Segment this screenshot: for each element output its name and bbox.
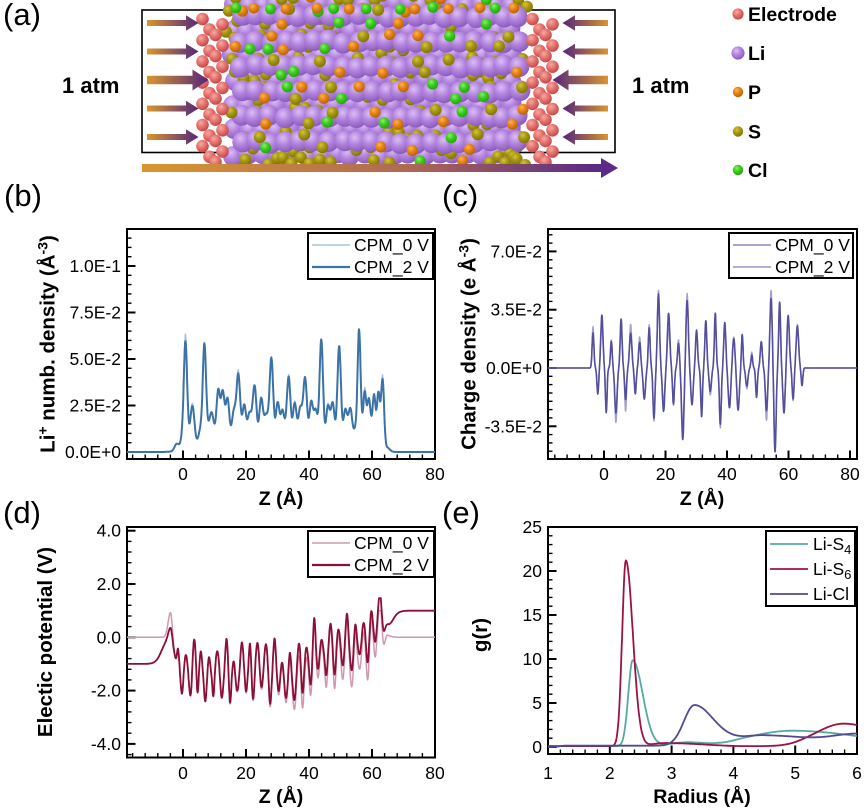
- svg-text:7.5E-2: 7.5E-2: [69, 303, 121, 323]
- svg-text:Li-Cl: Li-Cl: [813, 584, 849, 604]
- svg-text:0: 0: [599, 464, 609, 484]
- svg-text:0.0E+0: 0.0E+0: [486, 358, 542, 378]
- svg-text:1: 1: [543, 763, 553, 783]
- svg-text:7.0E-2: 7.0E-2: [490, 241, 542, 261]
- svg-text:Radius (Å): Radius (Å): [653, 784, 751, 808]
- svg-text:4: 4: [729, 763, 739, 783]
- svg-text:60: 60: [362, 464, 382, 484]
- svg-text:80: 80: [425, 464, 445, 484]
- svg-text:40: 40: [299, 763, 319, 783]
- svg-text:(c): (c): [442, 178, 478, 213]
- svg-text:40: 40: [299, 464, 319, 484]
- svg-text:0.0E+0: 0.0E+0: [65, 442, 121, 462]
- svg-text:CPM_2 V: CPM_2 V: [354, 555, 429, 576]
- svg-text:Z (Å): Z (Å): [680, 486, 724, 510]
- svg-text:2.5E-2: 2.5E-2: [69, 396, 121, 416]
- svg-text:CPM_2 V: CPM_2 V: [354, 257, 429, 278]
- svg-text:5: 5: [532, 693, 542, 713]
- svg-text:20: 20: [236, 464, 256, 484]
- svg-text:0: 0: [532, 737, 542, 757]
- svg-text:Li-S6: Li-S6: [813, 559, 851, 582]
- svg-text:CPM_0 V: CPM_0 V: [775, 235, 850, 256]
- svg-text:0.0: 0.0: [97, 627, 122, 647]
- svg-text:1 atm: 1 atm: [62, 73, 119, 98]
- svg-text:5: 5: [790, 763, 800, 783]
- svg-text:Li+ numb. density (Å-3): Li+ numb. density (Å-3): [35, 235, 60, 453]
- svg-text:20: 20: [656, 464, 676, 484]
- svg-text:Electrode: Electrode: [748, 4, 837, 26]
- svg-text:5.0E-2: 5.0E-2: [69, 349, 121, 369]
- svg-text:Li-S4: Li-S4: [813, 534, 851, 557]
- svg-text:0: 0: [178, 763, 188, 783]
- svg-text:Z (Å): Z (Å): [259, 486, 303, 510]
- svg-text:0: 0: [178, 464, 188, 484]
- svg-text:60: 60: [362, 763, 382, 783]
- svg-text:80: 80: [425, 763, 445, 783]
- svg-text:CPM_0 V: CPM_0 V: [354, 533, 429, 554]
- svg-text:(e): (e): [442, 495, 480, 530]
- svg-text:2.0: 2.0: [97, 574, 122, 594]
- svg-text:40: 40: [717, 464, 737, 484]
- svg-text:Cl: Cl: [748, 160, 768, 182]
- svg-text:2: 2: [605, 763, 615, 783]
- svg-text:CPM_2 V: CPM_2 V: [775, 257, 850, 278]
- svg-text:-4.0: -4.0: [91, 734, 121, 754]
- svg-text:3: 3: [667, 763, 677, 783]
- svg-text:4.0: 4.0: [97, 521, 122, 541]
- svg-text:S: S: [748, 122, 761, 144]
- svg-text:(a): (a): [3, 0, 41, 32]
- svg-text:80: 80: [840, 464, 860, 484]
- svg-text:g(r): g(r): [469, 618, 492, 652]
- svg-text:P: P: [748, 82, 761, 104]
- svg-text:CPM_0 V: CPM_0 V: [354, 235, 429, 256]
- svg-text:Charge density (e Å-3): Charge density (e Å-3): [456, 238, 481, 450]
- svg-text:-3.5E-2: -3.5E-2: [485, 416, 542, 436]
- svg-text:Electic potential (V): Electic potential (V): [34, 547, 57, 737]
- svg-text:Z (Å): Z (Å): [259, 784, 303, 808]
- svg-text:1.0E-1: 1.0E-1: [69, 256, 121, 276]
- svg-text:Li: Li: [748, 43, 765, 65]
- svg-text:60: 60: [779, 464, 799, 484]
- svg-text:15: 15: [523, 605, 542, 625]
- svg-text:6: 6: [852, 763, 862, 783]
- svg-text:-2.0: -2.0: [91, 681, 121, 701]
- svg-text:(d): (d): [3, 495, 41, 530]
- svg-text:(b): (b): [4, 178, 42, 213]
- svg-text:3.5E-2: 3.5E-2: [490, 300, 542, 320]
- svg-text:20: 20: [236, 763, 256, 783]
- svg-text:1 atm: 1 atm: [632, 73, 689, 98]
- svg-text:20: 20: [523, 561, 543, 581]
- svg-text:10: 10: [523, 649, 543, 669]
- svg-text:25: 25: [523, 517, 542, 537]
